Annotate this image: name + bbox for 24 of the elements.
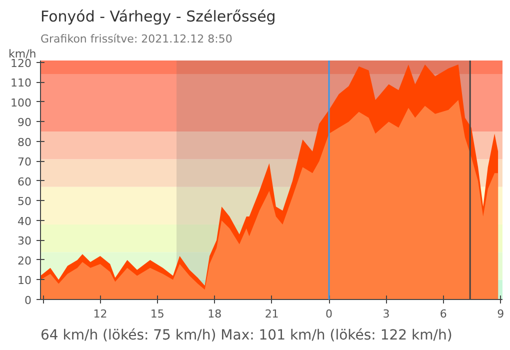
y-tick-label: 50: [18, 195, 32, 208]
x-tick-label: 3: [382, 308, 390, 320]
x-tick-label: 18: [208, 308, 222, 320]
y-tick-label: 100: [10, 96, 32, 110]
x-tick-label: 12: [93, 308, 108, 320]
y-tick-label: 60: [18, 175, 32, 188]
y-tick-label: 90: [18, 116, 32, 130]
y-tick-label: 30: [18, 234, 32, 248]
chart-subtitle: Grafikon frissítve: 2021.12.12 8:50: [40, 32, 232, 46]
y-tick-label: 110: [10, 76, 32, 90]
x-tick-label: 15: [150, 308, 164, 320]
y-tick-label: 40: [18, 214, 32, 228]
x-tick-label: 9: [497, 308, 504, 320]
y-tick-label: 80: [18, 136, 32, 149]
x-tick-label: 6: [440, 308, 447, 320]
x-tick-label: 21: [264, 308, 279, 320]
y-axis-title: km/h: [8, 48, 36, 60]
y-tick-label: 70: [18, 156, 32, 169]
chart-title: Fonyód - Várhegy - Szélerősség: [40, 8, 276, 26]
y-tick-label: 0: [24, 294, 32, 307]
y-tick-label: 20: [18, 254, 32, 268]
y-tick-label: 10: [18, 274, 32, 288]
text: 64 km/h (lökés: 75 km/h) Max: 101 km/h (lökés: 122 km/h): [40, 328, 452, 344]
x-tick-label: 0: [326, 308, 333, 320]
